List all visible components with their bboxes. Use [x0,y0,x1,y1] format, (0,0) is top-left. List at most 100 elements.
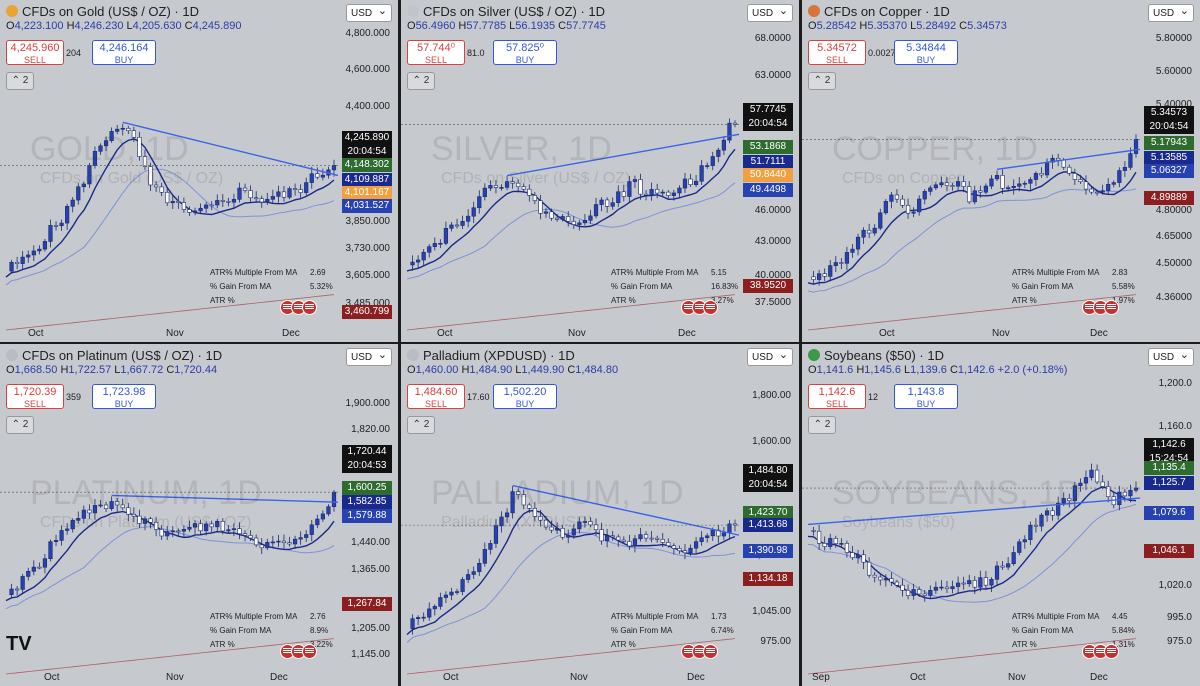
symbol-title[interactable]: CFDs on Gold (US$ / OZ) · 1D [6,4,199,19]
buy-button[interactable]: 1,502.20 BUY [493,384,557,409]
sell-button[interactable]: 4,245.960 SELL [6,40,64,65]
candle [1044,158,1050,178]
indicators-collapse-button[interactable]: ⌃ 2 [407,416,435,434]
indicators-collapse-button[interactable]: ⌃ 2 [808,72,836,90]
atr-stats-table: ATR% Multiple From MA 5.15 % Gain From MA 1… [611,268,738,310]
sell-button[interactable]: 1,142.6 SELL [808,384,866,409]
candle [454,218,460,229]
indicators-collapse-button[interactable]: ⌃ 2 [6,72,34,90]
sell-button[interactable]: 57.744⁰ SELL [407,40,465,65]
candle [549,208,554,221]
us-flag-icon[interactable] [302,644,317,659]
chart-panel-gold[interactable]: CFDs on Gold (US$ / OZ) · 1D O4,223.100 H… [0,0,398,342]
currency-select[interactable]: USD [1148,2,1194,22]
buy-button[interactable]: 1,723.98 BUY [92,384,156,409]
candle [103,136,109,151]
candle [538,194,543,220]
buy-button[interactable]: 1,143.8 BUY [894,384,958,409]
chart-panel-platinum[interactable]: CFDs on Platinum (US$ / OZ) · 1D O1,668.5… [0,344,398,686]
sell-button[interactable]: 5.34572 SELL [808,40,866,65]
sell-button[interactable]: 1,720.39 SELL [6,384,64,409]
us-flag-icon[interactable] [1104,300,1119,315]
chart-panel-soybeans[interactable]: Soybeans ($50) · 1D O1,141.6 H1,145.6 L1,… [802,344,1200,686]
currency-select[interactable]: USD [747,346,793,366]
currency-select[interactable]: USD [346,2,392,22]
candle [315,514,320,529]
chart-panel-palladium[interactable]: Palladium (XPDUSD) · 1D O1,460.00 H1,484.… [401,344,799,686]
currency-select[interactable]: USD [1148,346,1194,366]
chevron-up-icon: ⌃ [813,419,825,430]
candle [950,182,955,191]
economic-events-flags[interactable] [1082,300,1122,315]
candle [471,201,476,224]
candle [1072,168,1077,185]
us-flag-icon[interactable] [703,644,718,659]
currency-select[interactable]: USD [747,2,793,22]
candle [516,488,521,500]
candle [304,530,309,542]
trend-line[interactable] [122,121,339,177]
candle [872,224,877,236]
price-chart[interactable] [802,344,1200,686]
price-chart[interactable] [401,0,799,342]
candle [688,173,693,187]
currency-select[interactable]: USD [346,346,392,366]
buy-button[interactable]: 4,246.164 BUY [92,40,156,65]
buy-button[interactable]: 5.34844 BUY [894,40,958,65]
price-axis-tick: 3,485.000 [345,298,391,309]
candle [131,126,136,142]
candle [1067,164,1072,176]
economic-events-flags[interactable] [280,300,320,315]
ohlc-key: C [166,364,175,376]
symbol-title[interactable]: Soybeans ($50) · 1D [808,348,944,363]
tradingview-logo[interactable]: TV [6,633,32,655]
symbol-logo-icon [808,5,820,17]
candle [198,519,203,536]
candle [978,185,983,198]
price-axis-label-value: 38.9520 [749,280,787,291]
price-chart[interactable] [0,0,398,342]
ohlc-l-value: 4,205.630 [132,20,182,32]
chart-panel-copper[interactable]: CFDs on Copper · 1D O5.28542 H5.35370 L5.… [802,0,1200,342]
atr-stat-value: 5.58% [1112,282,1135,291]
symbol-title[interactable]: CFDs on Platinum (US$ / OZ) · 1D [6,348,222,363]
indicators-collapse-button[interactable]: ⌃ 2 [6,416,34,434]
price-chart[interactable] [401,344,799,686]
symbol-title[interactable]: CFDs on Silver (US$ / OZ) · 1D [407,4,605,19]
candle [416,615,421,626]
us-flag-icon[interactable] [1104,644,1119,659]
trend-line[interactable] [807,497,1141,526]
price-chart[interactable] [802,0,1200,342]
us-flag-icon[interactable] [703,300,718,315]
candle [65,203,70,230]
time-axis-tick: Nov [992,328,1010,339]
price-chart[interactable] [0,344,398,686]
candle [1017,538,1022,556]
symbol-title[interactable]: Palladium (XPDUSD) · 1D [407,348,575,363]
economic-events-flags[interactable] [1082,644,1122,659]
ohlc-key: H [461,364,470,376]
sell-button[interactable]: 1,484.60 SELL [407,384,465,409]
trend-line[interactable] [506,133,740,177]
sell-price: 1,142.6 [818,386,856,398]
candle [159,525,164,541]
candle [65,522,70,535]
buy-button[interactable]: 57.825⁰ BUY [493,40,557,65]
atr-stat-value: 2.69 [310,268,326,277]
us-flag-icon[interactable] [302,300,317,315]
sell-label: SELL [424,55,448,65]
economic-events-flags[interactable] [681,300,721,315]
chart-panel-silver[interactable]: CFDs on Silver (US$ / OZ) · 1D O56.4960 H… [401,0,799,342]
indicators-collapse-button[interactable]: ⌃ 2 [808,416,836,434]
indicators-collapse-button[interactable]: ⌃ 2 [407,72,435,90]
economic-events-flags[interactable] [681,644,721,659]
trend-line[interactable] [512,484,740,536]
trend-line[interactable] [111,494,339,503]
symbol-title[interactable]: CFDs on Copper · 1D [808,4,950,19]
candle [627,534,632,551]
ohlc-readout: O1,141.6 H1,145.6 L1,139.6 C1,142.6 +2.0… [808,364,1067,376]
trend-line[interactable] [996,148,1141,171]
buy-label: BUY [114,399,134,409]
price-axis-tick: 3,605.000 [345,270,391,281]
economic-events-flags[interactable] [280,644,320,659]
